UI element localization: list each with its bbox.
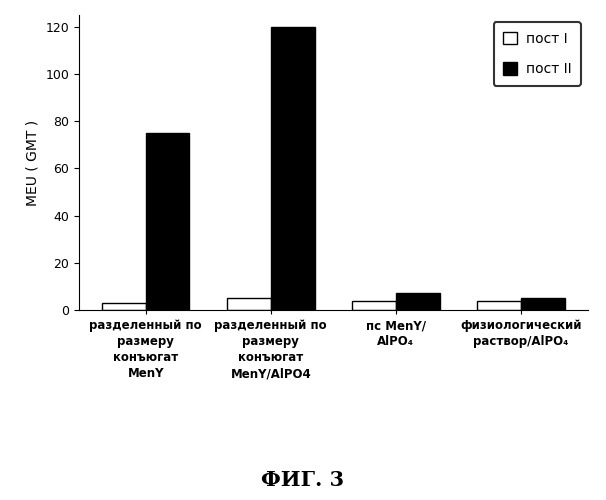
Bar bbox=[352, 300, 396, 310]
Y-axis label: MEU ( GMT ): MEU ( GMT ) bbox=[25, 120, 39, 206]
Bar bbox=[102, 303, 145, 310]
Legend: пост I, пост II: пост I, пост II bbox=[493, 22, 581, 86]
Bar bbox=[271, 27, 315, 310]
Bar bbox=[227, 298, 271, 310]
Bar bbox=[521, 298, 565, 310]
Bar bbox=[477, 300, 521, 310]
Text: ФИГ. 3: ФИГ. 3 bbox=[261, 470, 345, 490]
Bar bbox=[396, 294, 439, 310]
Bar bbox=[145, 133, 190, 310]
